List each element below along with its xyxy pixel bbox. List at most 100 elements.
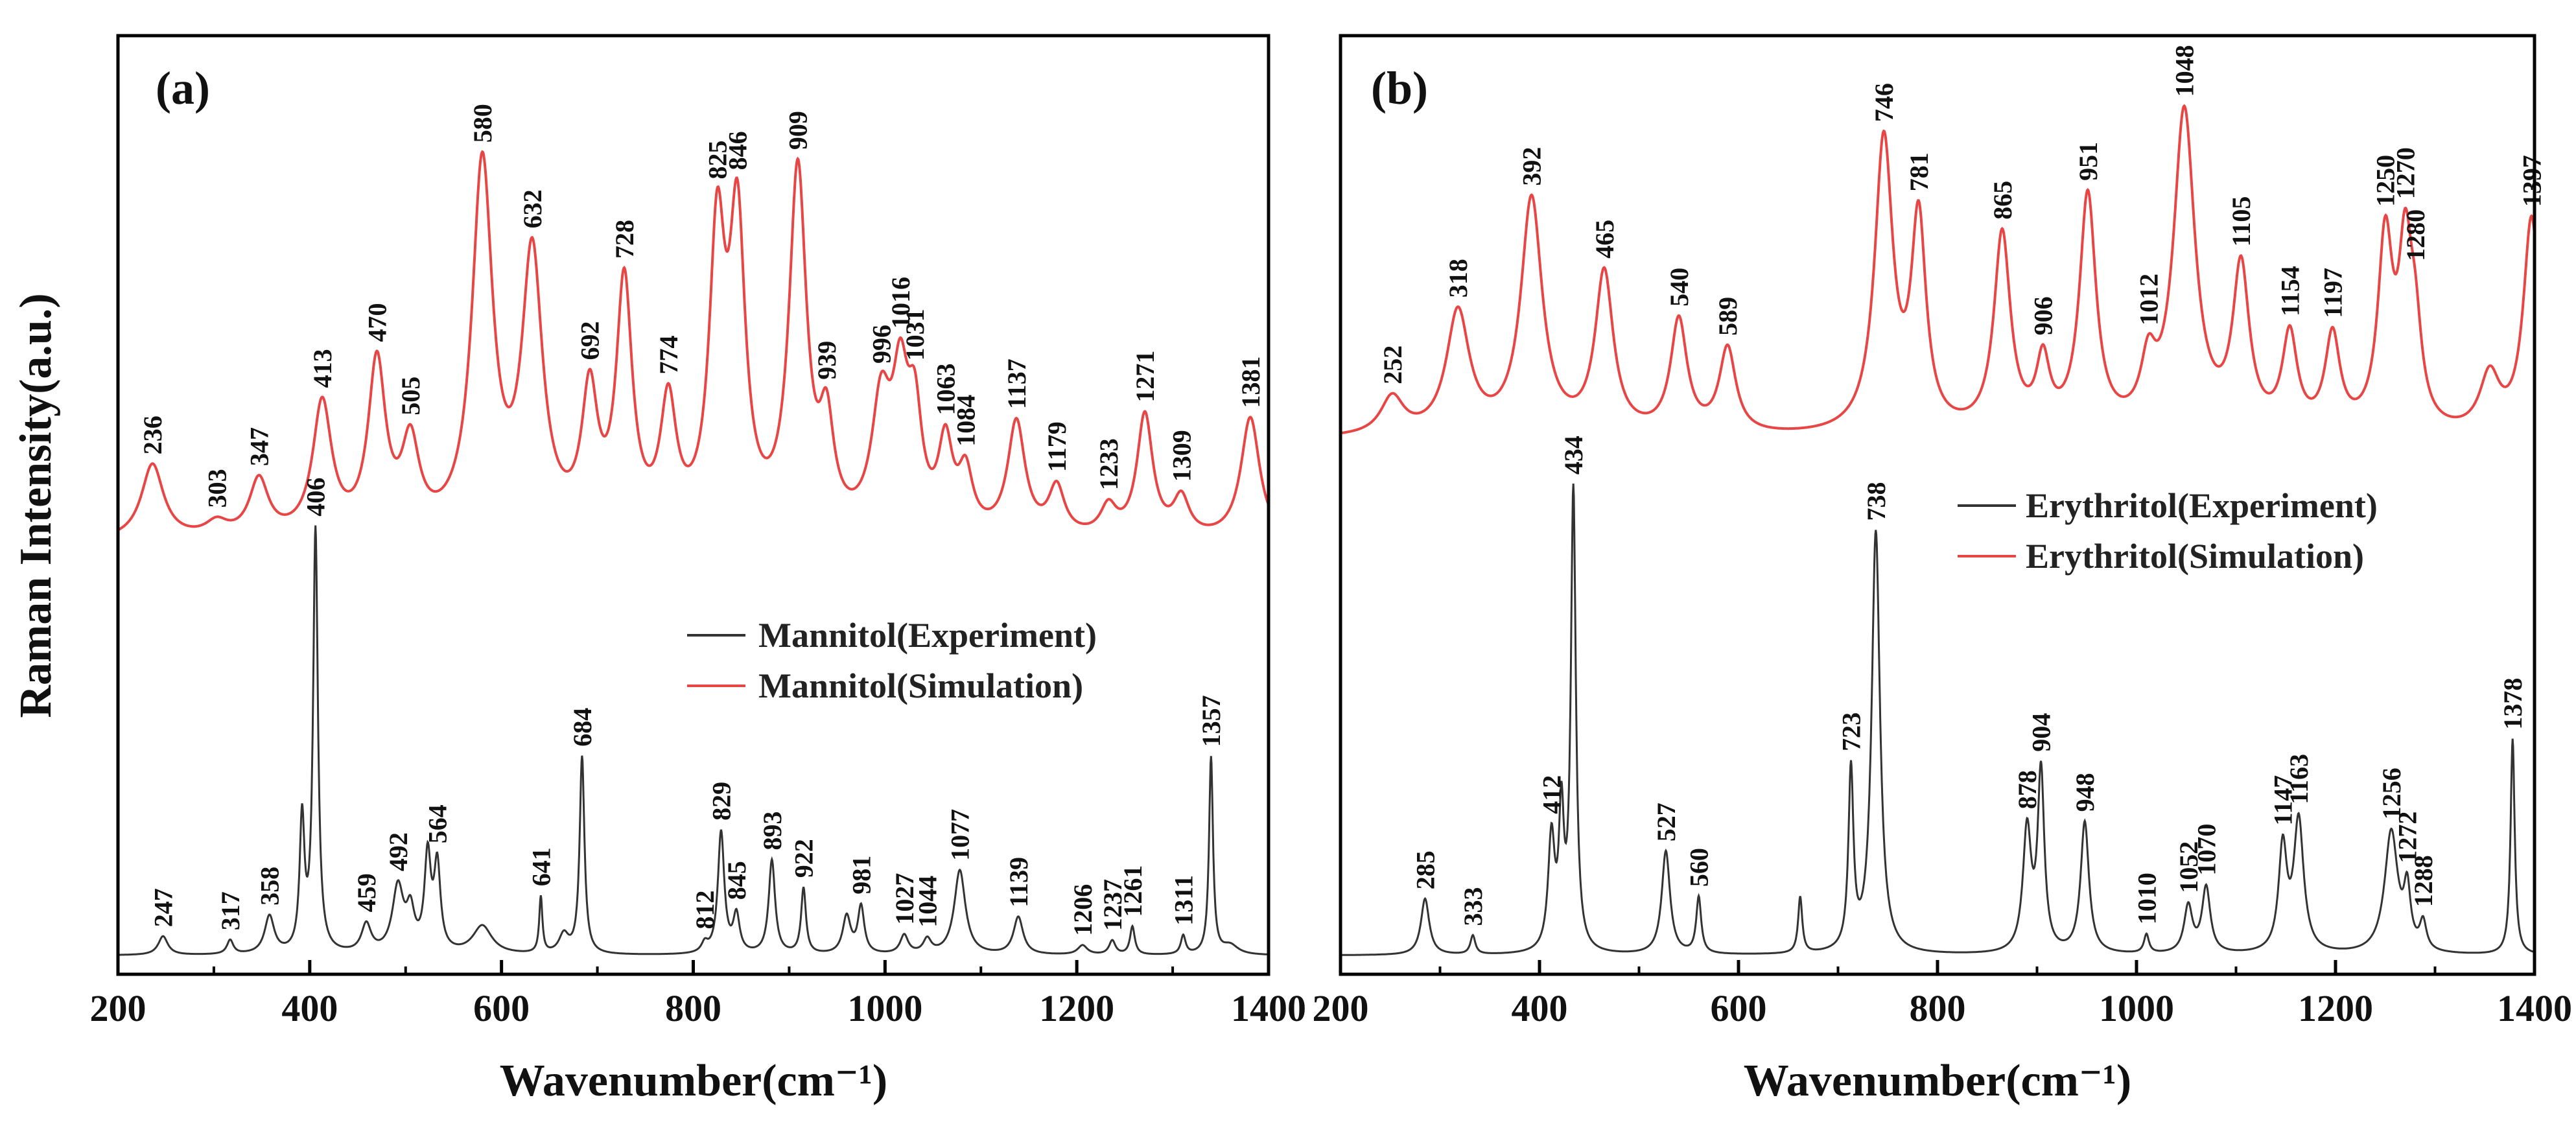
peak-label: 412 bbox=[1537, 775, 1566, 814]
peak-label: 781 bbox=[1904, 152, 1934, 191]
series-line-mannitol-experiment- bbox=[118, 525, 1269, 956]
peak-label: 632 bbox=[518, 189, 547, 228]
x-tick-label: 400 bbox=[1512, 987, 1568, 1029]
peak-label: 347 bbox=[244, 427, 274, 466]
peak-label: 1012 bbox=[2134, 274, 2163, 325]
peak-label: 492 bbox=[384, 832, 413, 871]
peak-label: 981 bbox=[847, 856, 876, 895]
legend-b-simulation: Erythritol(Simulation) bbox=[2026, 537, 2364, 576]
peak-label: 1270 bbox=[2391, 147, 2420, 199]
x-tick-label: 1000 bbox=[2099, 987, 2174, 1029]
peak-label: 692 bbox=[576, 322, 605, 360]
peak-label: 922 bbox=[790, 839, 819, 878]
peak-label: 1256 bbox=[2377, 767, 2406, 819]
peak-label: 1084 bbox=[952, 395, 981, 447]
peak-label: 318 bbox=[1444, 259, 1473, 298]
peak-label: 1311 bbox=[1169, 875, 1198, 926]
peak-label: 746 bbox=[1869, 83, 1899, 122]
peak-label: 589 bbox=[1713, 297, 1742, 336]
peak-label: 1206 bbox=[1068, 884, 1097, 936]
peak-label: 728 bbox=[610, 220, 639, 259]
series-line-erythritol-experiment- bbox=[1341, 484, 2535, 956]
legend-a-experiment: Mannitol(Experiment) bbox=[758, 616, 1097, 655]
peak-label: 1179 bbox=[1042, 421, 1071, 472]
peak-label: 406 bbox=[301, 478, 331, 517]
x-tick-label: 1200 bbox=[2298, 987, 2373, 1029]
peak-label: 580 bbox=[468, 104, 497, 143]
peak-label: 1077 bbox=[946, 809, 975, 861]
x-tick-label: 600 bbox=[473, 987, 530, 1029]
peak-label: 1272 bbox=[2393, 812, 2422, 863]
peak-label: 252 bbox=[1378, 345, 1407, 384]
peak-label: 317 bbox=[216, 891, 245, 930]
peak-label: 865 bbox=[1988, 181, 2017, 220]
panel-a-ticks: 200 400 600 800 1000 1200 1400 bbox=[90, 960, 1306, 1029]
peak-label: 1237 bbox=[1098, 879, 1127, 931]
peak-label: 996 bbox=[867, 325, 896, 364]
peak-label: 738 bbox=[1862, 482, 1891, 521]
peak-label: 1381 bbox=[1236, 356, 1265, 408]
peak-label: 1378 bbox=[2498, 678, 2527, 730]
peak-label: 774 bbox=[654, 335, 683, 374]
peak-label: 951 bbox=[2074, 142, 2103, 181]
panel-b-legend: Erythritol(Experiment) Erythritol(Simula… bbox=[1958, 486, 2378, 576]
legend-b-experiment: Erythritol(Experiment) bbox=[2026, 486, 2378, 525]
peak-label: 1261 bbox=[1118, 865, 1147, 917]
peak-label: 358 bbox=[255, 867, 285, 906]
peak-label: 1105 bbox=[2227, 196, 2256, 247]
peak-label: 1397 bbox=[2517, 155, 2546, 207]
peak-label: 829 bbox=[707, 782, 736, 821]
peak-label: 846 bbox=[723, 131, 753, 170]
peak-label: 1010 bbox=[2132, 872, 2161, 924]
peak-label: 303 bbox=[202, 469, 231, 508]
x-tick-label: 200 bbox=[90, 987, 146, 1029]
peak-label: 1280 bbox=[2401, 209, 2430, 261]
x-tick-label: 1200 bbox=[1039, 987, 1114, 1029]
panel-b-ticks: 200 400 600 800 1000 1200 1400 bbox=[1313, 960, 2572, 1029]
panel-b-x-axis-title: Wavenumber(cm⁻¹) bbox=[1744, 1056, 2131, 1106]
peak-label: 906 bbox=[2029, 296, 2058, 335]
peak-label: 1250 bbox=[2371, 155, 2400, 207]
peak-label: 434 bbox=[1559, 436, 1588, 474]
peak-label: 470 bbox=[362, 303, 392, 342]
peak-label: 1163 bbox=[2284, 754, 2313, 804]
peak-label: 1031 bbox=[900, 309, 930, 360]
peak-label: 684 bbox=[568, 708, 597, 747]
peak-label: 236 bbox=[138, 416, 167, 454]
x-tick-label: 400 bbox=[281, 987, 338, 1029]
peak-label: 939 bbox=[812, 341, 841, 380]
peak-label: 1357 bbox=[1197, 695, 1226, 747]
peak-label: 1271 bbox=[1130, 351, 1160, 403]
peak-label: 893 bbox=[758, 812, 787, 850]
peak-label: 909 bbox=[784, 111, 813, 150]
peak-label: 1044 bbox=[913, 876, 942, 928]
peak-label: 1139 bbox=[1004, 857, 1033, 907]
x-tick-label: 200 bbox=[1313, 987, 1369, 1029]
y-axis-title: Raman Intensity(a.u.) bbox=[11, 293, 61, 718]
panel-a-label: (a) bbox=[156, 62, 210, 114]
peak-label: 1288 bbox=[2409, 855, 2438, 907]
peak-label: 564 bbox=[423, 804, 452, 843]
peak-label: 1052 bbox=[2174, 841, 2203, 893]
peak-label: 392 bbox=[1517, 147, 1547, 186]
peak-label: 1070 bbox=[2192, 824, 2221, 876]
peak-label: 527 bbox=[1652, 802, 1681, 841]
panel-a-x-axis-title: Wavenumber(cm⁻¹) bbox=[500, 1056, 887, 1106]
legend-a-simulation: Mannitol(Simulation) bbox=[758, 666, 1083, 705]
peak-label: 825 bbox=[703, 141, 732, 180]
panel-a-legend: Mannitol(Experiment) Mannitol(Simulation… bbox=[687, 616, 1097, 705]
peak-label: 285 bbox=[1411, 850, 1440, 889]
series-line-mannitol-simulation- bbox=[117, 150, 1270, 532]
x-tick-label: 800 bbox=[1910, 987, 1966, 1029]
peak-label: 1309 bbox=[1167, 430, 1196, 482]
peak-label: 723 bbox=[1836, 712, 1866, 751]
peak-label: 1233 bbox=[1094, 438, 1123, 490]
peak-label: 904 bbox=[2027, 713, 2056, 752]
peak-label: 247 bbox=[149, 888, 178, 927]
x-tick-label: 600 bbox=[1711, 987, 1767, 1029]
x-tick-label: 800 bbox=[665, 987, 721, 1029]
